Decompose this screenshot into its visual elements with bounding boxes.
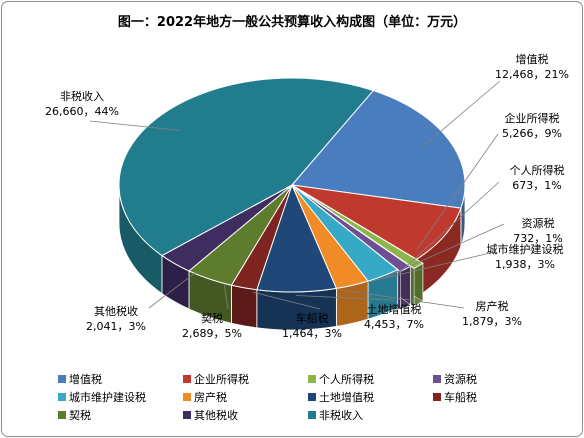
data-label-name-个人所得税: 个人所得税	[510, 163, 565, 177]
data-label-value-城市维护建设税: 1,938，3%	[495, 258, 555, 271]
leader-line-契税	[223, 284, 229, 310]
slice-增值税	[291, 89, 466, 209]
legend-label-车船税: 车船税	[444, 390, 477, 404]
data-label-name-其他税收: 其他税收	[94, 304, 138, 318]
legend-swatch-其他税收	[183, 411, 191, 419]
data-label-name-城市维护建设税: 城市维护建设税	[487, 242, 564, 256]
leader-line-车船税	[252, 291, 321, 310]
legend-swatch-房产税	[183, 393, 191, 401]
legend-label-增值税: 增值税	[69, 372, 102, 386]
data-label-value-土地增值税: 4,453，7%	[364, 318, 424, 331]
chart-title: 图一：2022年地方一般公共预算收入构成图（单位：万元）	[118, 14, 466, 30]
leader-line-企业所得税	[416, 133, 499, 250]
data-labels: 增值税 12,468，21% 企业所得税 5,266，9% 个人所得税 673，1% 资源税…	[45, 52, 569, 340]
data-label-name-土地增值税: 土地增值税	[367, 302, 422, 316]
legend-label-企业所得税: 企业所得税	[194, 372, 249, 386]
data-label-value-车船税: 1,464，3%	[282, 327, 342, 340]
legend-label-个人所得税: 个人所得税	[319, 372, 374, 386]
legend-swatch-企业所得税	[183, 375, 191, 383]
data-label-value-个人所得税: 673，1%	[512, 179, 561, 192]
leader-line-其他税收	[148, 272, 197, 309]
slice-tops	[118, 77, 466, 293]
legend-label-其他税收: 其他税收	[194, 408, 238, 422]
data-label-value-其他税收: 2,041，3%	[86, 320, 146, 333]
data-label-value-非税收入: 26,660，44%	[45, 105, 119, 118]
leader-line-城市维护建设税	[366, 251, 495, 283]
slice-非税收入	[118, 77, 375, 257]
data-label-name-车船税: 车船税	[296, 311, 329, 325]
data-label-name-房产税: 房产税	[476, 299, 509, 313]
legend-swatch-非税收入	[308, 411, 316, 419]
legend-label-资源税: 资源税	[444, 372, 477, 386]
legend-label-房产税: 房产税	[194, 390, 227, 404]
legend-swatch-城市维护建设税	[58, 393, 66, 401]
leader-line-个人所得税	[396, 181, 500, 276]
leader-line-非税收入	[89, 120, 181, 131]
legend-swatch-车船税	[433, 393, 441, 401]
data-label-value-契税: 2,689，5%	[182, 327, 242, 340]
data-label-name-企业所得税: 企业所得税	[505, 111, 560, 125]
data-label-name-增值税: 增值税	[516, 52, 549, 66]
leader-line-增值税	[420, 80, 501, 149]
data-label-name-资源税: 资源税	[522, 216, 555, 230]
slice-企业所得税	[291, 184, 462, 260]
data-label-name-契税: 契税	[201, 311, 223, 325]
leader-line-房产税	[341, 289, 465, 309]
leader-line-土地增值税	[295, 295, 395, 301]
slice-个人所得税	[297, 188, 424, 270]
leader-line-资源税	[385, 223, 505, 278]
data-label-value-房产税: 1,879，3%	[462, 315, 522, 328]
data-label-name-非税收入: 非税收入	[60, 89, 104, 103]
legend-swatch-增值税	[58, 375, 66, 383]
legend-label-契税: 契税	[69, 408, 91, 422]
data-label-value-资源税: 732，1%	[513, 232, 562, 245]
data-label-value-增值税: 12,468，21%	[495, 68, 569, 81]
legend-swatch-契税	[58, 411, 66, 419]
slice-side-车船税	[231, 284, 258, 329]
leader-lines	[89, 80, 505, 310]
legend-label-非税收入: 非税收入	[319, 408, 363, 422]
legend-label-城市维护建设税: 城市维护建设税	[69, 390, 146, 404]
legend-swatch-土地增值税	[308, 393, 316, 401]
data-label-value-企业所得税: 5,266，9%	[502, 127, 562, 140]
legend-swatch-个人所得税	[308, 375, 316, 383]
legend-swatch-资源税	[433, 375, 441, 383]
legend-label-土地增值税: 土地增值税	[319, 390, 374, 404]
